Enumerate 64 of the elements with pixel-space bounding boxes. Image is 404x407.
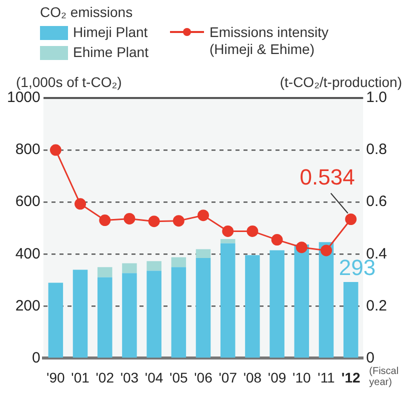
bar [318,242,334,358]
bar [171,267,186,358]
point [99,214,111,226]
y-axis-title: (1,000s of t-CO₂) [16,74,122,90]
bar [146,270,162,358]
legend-title: CO₂ emissions [40,4,134,20]
y2-tick-label: 0.8 [366,141,388,158]
bar [220,239,236,244]
bar [220,243,236,358]
x-tick-label: '10 [292,369,311,386]
y-tick-label: 0 [32,349,40,366]
point [198,210,210,222]
x-tick-label: '06 [194,369,213,386]
point [74,198,86,210]
x-tick-label: '05 [170,369,188,386]
point [124,212,136,224]
data-label: 0.534 [300,164,355,190]
point [271,234,283,246]
point [296,242,308,254]
x-tick-label: '03 [120,369,139,386]
bar [196,258,211,358]
legend-label: Emissions intensity (Himeji & Ehime) [209,24,329,58]
y2-tick-label: 0.2 [366,297,388,314]
x-tick-label: '04 [144,369,164,386]
bar [196,249,211,258]
y2-tick-label: 0.6 [366,193,388,210]
bar [245,255,260,358]
point [345,214,357,226]
x-tick-label: '01 [71,369,90,386]
bar [270,250,284,358]
x-tick-label: '08 [243,369,262,386]
text: (Fiscal year) [369,366,399,388]
point [320,244,332,256]
x-tick-label: '07 [218,369,238,386]
point [246,225,258,237]
y2-axis-title: (t-CO₂/t-production) [280,74,402,90]
x-tick-label: '90 [46,369,65,386]
legend-label: Himeji Plant [73,24,148,41]
bar [294,244,310,358]
y2-tick-label: 1.0 [366,89,388,106]
bar [97,267,112,278]
legend-label: Ehime Plant [73,44,148,61]
y-tick-label: 1000 [6,89,40,106]
x-tick-label: '12 [341,369,361,386]
bar [171,257,186,268]
point [172,215,184,227]
x-tick-label: '09 [268,369,286,386]
bar [146,261,162,271]
x-tick-label: '11 [318,369,336,386]
bar [72,270,88,358]
y2-tick-label: 0 [366,349,374,366]
x-tick-label: '02 [96,369,114,386]
point [148,216,160,228]
y-tick-label: 200 [15,297,40,314]
y-tick-label: 800 [15,141,40,158]
bar [97,277,112,358]
bar [122,273,137,358]
point [50,144,62,156]
point [222,225,234,237]
bar [122,263,137,274]
bar [343,282,358,358]
y-tick-label: 400 [15,245,40,262]
y-tick-label: 600 [15,193,40,210]
bar [48,282,64,358]
